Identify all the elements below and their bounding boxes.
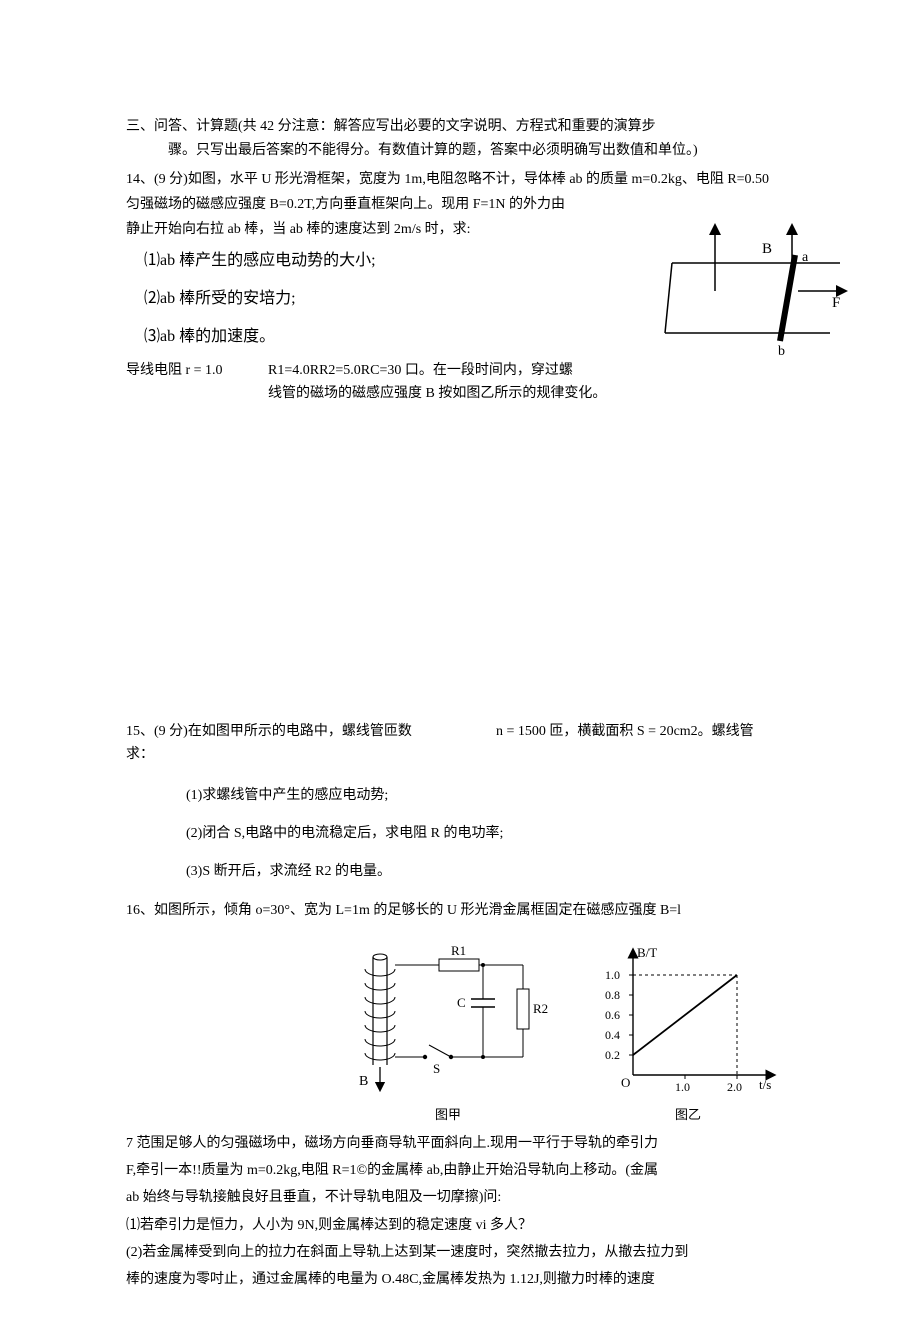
q14-item3: ⑶ab 棒的加速度。 bbox=[126, 322, 646, 346]
yt0: 0.2 bbox=[605, 1048, 620, 1062]
question-15-head: 15、(9 分)在如图甲所示的电路中，螺线管匝数 n = 1500 匝，横截面积… bbox=[126, 721, 840, 743]
label-R2: R2 bbox=[533, 1001, 548, 1016]
q14-extra-r2: 线管的磁场的磁感应强度 B 按如图乙所示的规律变化。 bbox=[268, 383, 646, 405]
label-R1: R1 bbox=[451, 945, 466, 958]
q16-body: 7 范围足够人的匀强磁场中，磁场方向垂商导轨平面斜向上.现用一平行于导轨的牵引力… bbox=[126, 1131, 840, 1292]
q15-left: 15、(9 分)在如图甲所示的电路中，螺线管匝数 bbox=[126, 721, 466, 743]
section-title-line2: 骤。只写出最后答案的不能得分。有数值计算的题，答案中必须明确写出数值和单位。) bbox=[126, 140, 840, 162]
q14-extra-left: 导线电阻 r = 1.0 bbox=[126, 360, 246, 405]
q16-b4: ⑴若牵引力是恒力，人小为 9N,则金属棒达到的稳定速度 vi 多人？ bbox=[126, 1213, 840, 1238]
q14-line1: 14、(9 分)如图，水平 U 形光滑框架，宽度为 1m,电阻忽略不计，导体棒 … bbox=[126, 167, 840, 192]
bt-graph: B/T t/s O 0.2 0.4 0.6 0.8 1.0 1.0 2.0 bbox=[593, 945, 783, 1123]
label-C: C bbox=[457, 995, 466, 1010]
question-16-head: 16、如图所示，倾角 o=30°、宽为 L=1m 的足够长的 U 形光滑金属框固… bbox=[126, 898, 840, 923]
xlabel: t/s bbox=[759, 1077, 771, 1092]
label-F: F bbox=[832, 295, 840, 311]
q15-sub: 求： bbox=[126, 744, 840, 766]
label-a: a bbox=[802, 250, 809, 265]
q14-diagram: B a b F bbox=[660, 221, 850, 361]
yt4: 1.0 bbox=[605, 968, 620, 982]
q14-extra: 导线电阻 r = 1.0 R1=4.0RR2=5.0RC=30 口。在一段时间内… bbox=[126, 360, 646, 405]
yt1: 0.4 bbox=[605, 1028, 620, 1042]
question-14: 14、(9 分)如图，水平 U 形光滑框架，宽度为 1m,电阻忽略不计，导体棒 … bbox=[126, 167, 840, 405]
label-B2: B bbox=[359, 1074, 368, 1089]
q14-line2: 匀强磁场的磁感应强度 B=0.2T,方向垂直框架向上。现用 F=1N 的外力由 bbox=[126, 192, 840, 217]
caption-yi: 图乙 bbox=[593, 1104, 783, 1123]
q16-b2: F,牵引一本!!质量为 m=0.2kg,电阻 R=1©的金属棒 ab,由静止开始… bbox=[126, 1158, 840, 1183]
label-S: S bbox=[433, 1061, 440, 1076]
section-title-line1: 三、问答、计算题(共 42 分注意：解答应写出必要的文字说明、方程式和重要的演算… bbox=[126, 116, 840, 138]
xt1: 2.0 bbox=[727, 1080, 742, 1094]
q15-i2: (2)闭合 S,电路中的电流稳定后，求电阻 R 的电功率; bbox=[126, 822, 840, 842]
q16-b3: ab 始终与导轨接触良好且垂直，不计导轨电阻及一切摩擦)问: bbox=[126, 1185, 840, 1210]
q16-b5: (2)若金属棒受到向上的拉力在斜面上导轨上达到某一速度时，突然撤去拉力，从撤去拉… bbox=[126, 1240, 840, 1265]
q14-item1: ⑴ab 棒产生的感应电动势的大小; bbox=[126, 246, 646, 270]
q16-b1: 7 范围足够人的匀强磁场中，磁场方向垂商导轨平面斜向上.现用一平行于导轨的牵引力 bbox=[126, 1131, 840, 1156]
label-b: b bbox=[778, 344, 785, 359]
caption-jia: 图甲 bbox=[343, 1104, 553, 1123]
ylabel: B/T bbox=[637, 945, 657, 960]
q15-i3: (3)S 断开后，求流经 R2 的电量。 bbox=[126, 860, 840, 880]
q16-b6: 棒的速度为零吋止，通过金属棒的电量为 O.48C,金属棒发热为 1.12J,则撤… bbox=[126, 1267, 840, 1292]
label-B: B bbox=[762, 241, 772, 257]
yt2: 0.6 bbox=[605, 1008, 620, 1022]
q16-diagrams: B R1 R2 C bbox=[286, 945, 840, 1123]
xt0: 1.0 bbox=[675, 1080, 690, 1094]
q15-i1: (1)求螺线管中产生的感应电动势; bbox=[126, 784, 840, 804]
circuit-diagram: B R1 R2 C bbox=[343, 945, 553, 1123]
q14-item2: ⑵ab 棒所受的安培力; bbox=[126, 284, 646, 308]
q15-items: (1)求螺线管中产生的感应电动势; (2)闭合 S,电路中的电流稳定后，求电阻 … bbox=[126, 784, 840, 880]
q15-right: n = 1500 匝，横截面积 S = 20cm2。螺线管 bbox=[466, 721, 840, 743]
q14-extra-r1: R1=4.0RR2=5.0RC=30 口。在一段时间内，穿过螺 bbox=[268, 360, 646, 382]
origin: O bbox=[621, 1075, 630, 1090]
yt3: 0.8 bbox=[605, 988, 620, 1002]
